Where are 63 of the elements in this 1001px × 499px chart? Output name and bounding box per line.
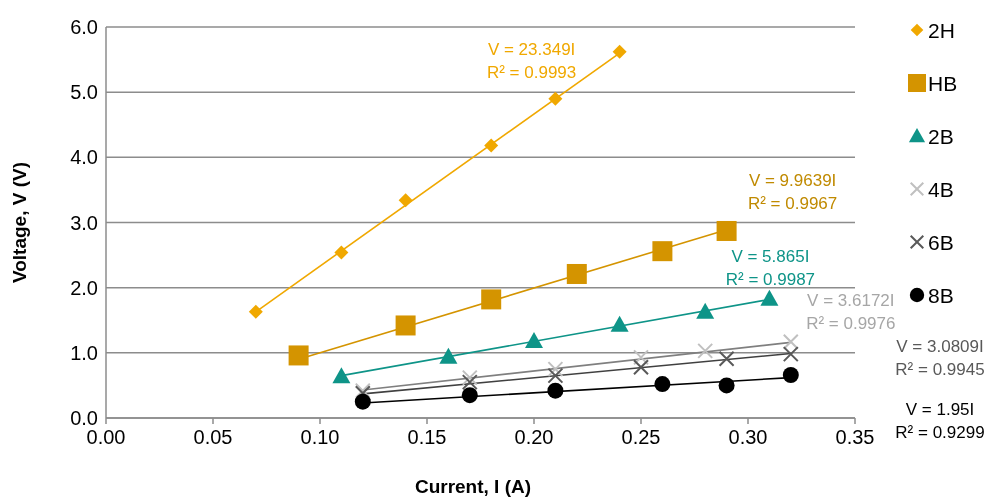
point — [760, 289, 779, 306]
point — [782, 366, 799, 383]
y-axis-title: Voltage, V (V) — [9, 161, 30, 284]
annotation: V = 9.9639I R² = 0.9967 — [747, 170, 838, 213]
y-tick-label: 3.0 — [70, 211, 98, 234]
point — [547, 382, 564, 399]
point — [782, 333, 799, 350]
point — [610, 315, 629, 332]
point — [398, 193, 413, 208]
point — [633, 349, 649, 366]
text: V = 3.0809I R² = 0.9945 — [895, 337, 985, 379]
point — [696, 302, 715, 319]
x-axis-title: Current, I (A) — [414, 476, 532, 497]
point — [334, 245, 349, 260]
legend-label: 2B — [928, 125, 954, 148]
point — [525, 332, 543, 349]
y-tick-label: 0.0 — [70, 407, 98, 429]
point — [461, 374, 478, 391]
point — [612, 44, 627, 59]
point — [354, 393, 371, 410]
text: V = 1.95I R² = 0.9299 — [895, 400, 985, 442]
legend-label: 2H — [928, 19, 955, 42]
point — [395, 315, 416, 336]
point — [547, 367, 564, 384]
legend-label: 8B — [928, 284, 954, 307]
x-tick-label: 0.25 — [621, 426, 661, 448]
annotation: V = 23.349I R² = 0.9993 — [486, 39, 577, 82]
y-tick-label: 1.0 — [70, 341, 98, 364]
y-tick-label: 5.0 — [70, 81, 98, 104]
x-tick-label: 0.00 — [86, 426, 126, 448]
x-tick-label: 0.30 — [728, 426, 768, 448]
x-tick-label: 0.05 — [193, 426, 233, 448]
point — [652, 241, 673, 262]
legend-label: 4B — [928, 178, 954, 201]
x-tick-label: 0.20 — [514, 426, 554, 448]
point — [288, 345, 309, 366]
point — [461, 369, 478, 386]
point — [782, 346, 799, 363]
x-tick-label: 0.15 — [407, 426, 447, 448]
annotation: V = 5.865I R² = 0.9987 — [725, 246, 816, 289]
point — [547, 361, 564, 378]
point — [484, 138, 499, 153]
y-tick-label: 4.0 — [70, 146, 98, 169]
x-tick-label: 0.35 — [835, 426, 875, 448]
point — [439, 347, 458, 364]
y-tick-label: 2.0 — [70, 276, 98, 299]
point — [633, 359, 649, 376]
point — [481, 289, 502, 310]
point — [718, 377, 735, 394]
legend-label: HB — [928, 72, 958, 95]
legend-label: 6B — [928, 231, 954, 254]
point — [461, 387, 478, 404]
point — [697, 342, 714, 359]
point — [566, 263, 587, 284]
point — [716, 220, 737, 241]
x-tick-label: 0.10 — [300, 426, 340, 448]
y-tick-label: 6.0 — [70, 16, 98, 38]
point — [248, 304, 263, 319]
point — [654, 376, 671, 393]
point — [548, 91, 563, 106]
point — [332, 367, 351, 384]
point — [718, 350, 735, 367]
annotation: V = 3.6172I R² = 0.9976 — [806, 290, 896, 333]
